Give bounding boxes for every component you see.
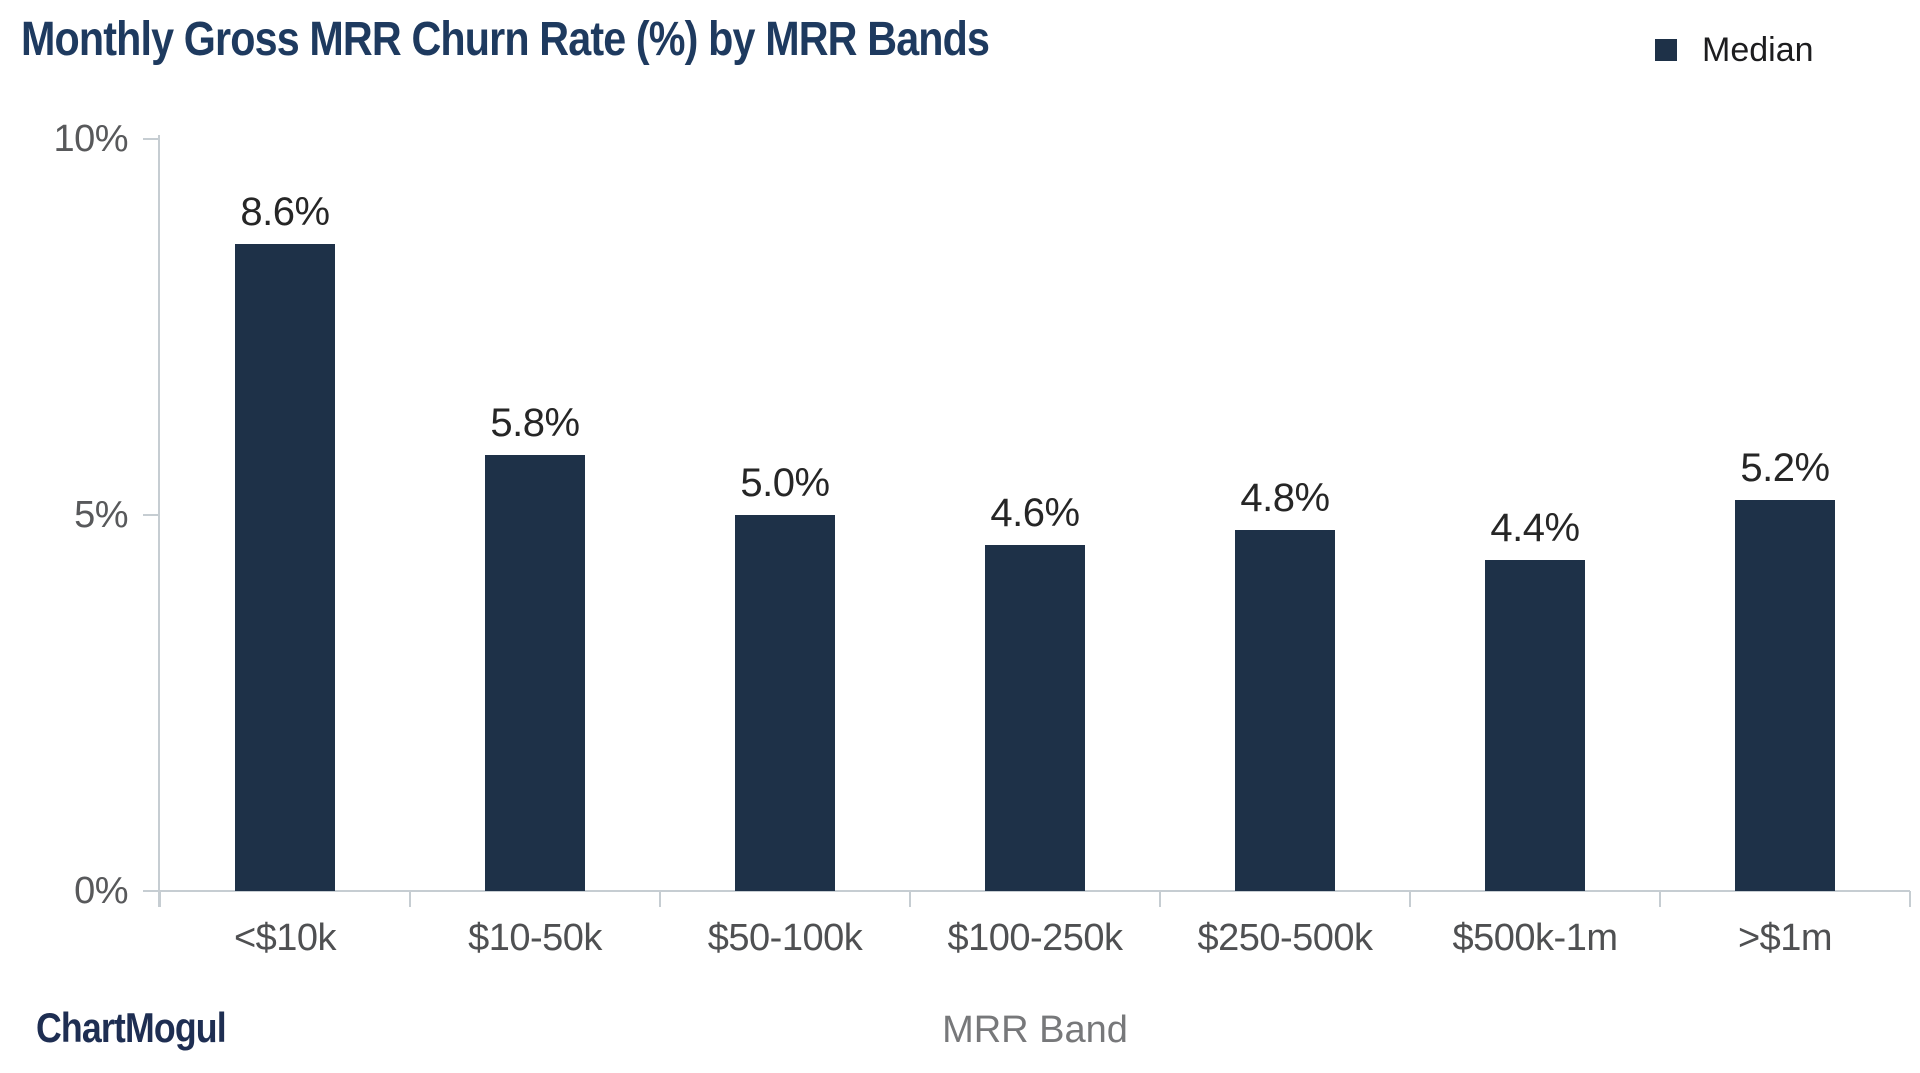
x-tick-label: $250-500k — [1197, 917, 1373, 959]
x-tick-label: >$1m — [1737, 917, 1833, 959]
x-tick — [1409, 891, 1411, 907]
bar — [985, 545, 1085, 891]
legend: Median — [1655, 32, 1814, 68]
y-axis-line — [158, 135, 160, 907]
y-tick — [143, 890, 158, 892]
legend-label: Median — [1702, 31, 1814, 69]
bar-value-label: 4.4% — [1490, 506, 1580, 550]
x-tick — [1159, 891, 1161, 907]
x-axis-title: MRR Band — [942, 1009, 1128, 1051]
chart-title: Monthly Gross MRR Churn Rate (%) by MRR … — [21, 13, 990, 66]
x-tick — [409, 891, 411, 907]
bar-value-label: 4.6% — [990, 491, 1080, 535]
chartmogul-logo: ChartMogul — [36, 1004, 227, 1051]
bar-value-label: 5.8% — [490, 401, 580, 445]
bar — [735, 515, 835, 891]
bar — [1235, 530, 1335, 891]
y-tick — [143, 138, 158, 140]
x-axis-line — [160, 890, 1910, 892]
x-tick-label: $10-50k — [468, 917, 602, 959]
bar-value-label: 4.8% — [1240, 476, 1330, 520]
y-tick — [143, 514, 158, 516]
bar — [1735, 500, 1835, 891]
y-tick-label: 10% — [53, 118, 128, 160]
x-tick — [1909, 891, 1911, 907]
x-tick-label: $100-250k — [947, 917, 1123, 959]
y-tick-label: 0% — [74, 870, 128, 912]
x-tick-label: $50-100k — [707, 917, 863, 959]
bar-value-label: 5.0% — [740, 461, 830, 505]
y-tick-label: 5% — [74, 494, 128, 536]
bar-value-label: 5.2% — [1740, 446, 1830, 490]
bar — [485, 455, 585, 891]
x-tick — [1659, 891, 1661, 907]
bar-value-label: 8.6% — [240, 190, 330, 234]
x-tick — [159, 891, 161, 907]
x-tick-label: <$10k — [233, 917, 337, 959]
bar — [235, 244, 335, 891]
x-tick — [909, 891, 911, 907]
x-tick — [659, 891, 661, 907]
x-tick-label: $500k-1m — [1452, 917, 1618, 959]
legend-swatch-median — [1655, 39, 1677, 61]
bar — [1485, 560, 1585, 891]
